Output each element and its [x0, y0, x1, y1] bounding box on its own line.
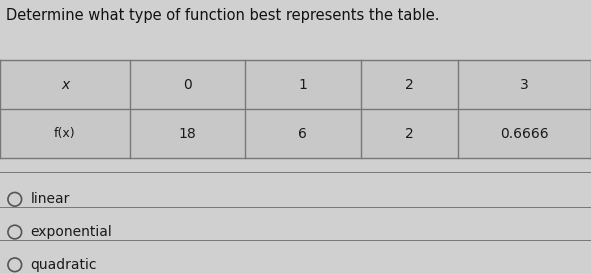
Text: x: x [61, 78, 69, 92]
Text: f(x): f(x) [54, 127, 76, 140]
Text: 3: 3 [520, 78, 529, 92]
Text: Determine what type of function best represents the table.: Determine what type of function best rep… [6, 8, 440, 23]
Text: quadratic: quadratic [31, 258, 97, 272]
Text: 2: 2 [405, 78, 414, 92]
Text: 6: 6 [298, 127, 307, 141]
Bar [0, 60, 591, 158]
Text: linear: linear [31, 192, 70, 206]
Text: exponential: exponential [31, 225, 112, 239]
Text: 1: 1 [298, 78, 307, 92]
Text: 2: 2 [405, 127, 414, 141]
Text: 0: 0 [183, 78, 192, 92]
Text: 0.6666: 0.6666 [500, 127, 549, 141]
Text: 18: 18 [178, 127, 197, 141]
